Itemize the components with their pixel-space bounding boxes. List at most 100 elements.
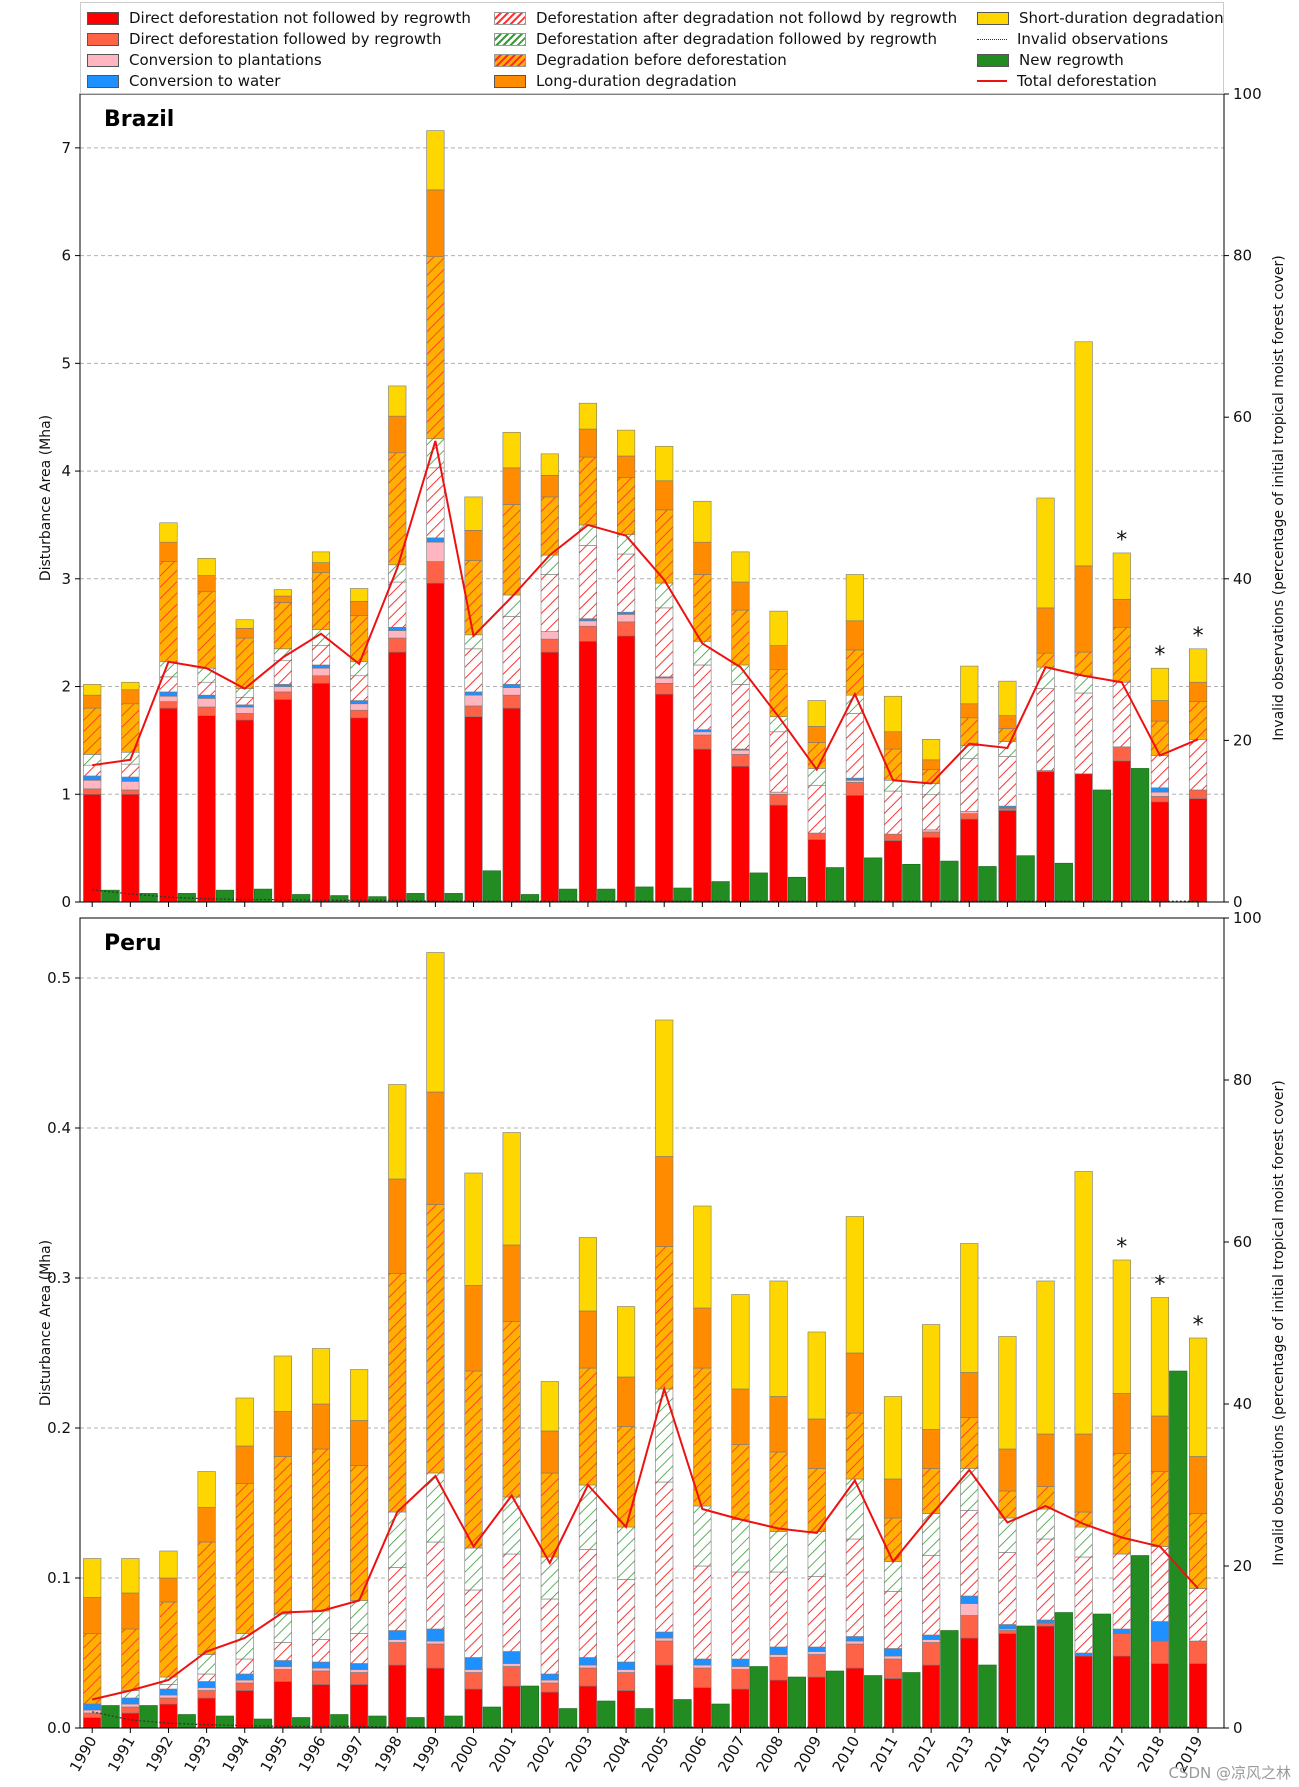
bar-segment-direct_r [655, 1640, 674, 1666]
bar-segment-long_deg [807, 726, 826, 743]
bar-segment-direct_nr [159, 707, 178, 903]
x-tick-label: 2008 [752, 1733, 787, 1775]
bar-segment-direct_nr [159, 1703, 178, 1729]
y-right-tick-label: 100 [1233, 85, 1262, 103]
bar-segment-direct_r [83, 788, 102, 795]
regrowth-bar [978, 1664, 997, 1729]
bar-segment-plant [693, 731, 712, 736]
x-tick-label: 1993 [180, 1733, 215, 1775]
bar-segment-direct_r [1188, 789, 1208, 799]
bar-segment-direct_nr [1188, 1663, 1208, 1729]
x-tick-label: 1992 [142, 1733, 177, 1775]
regrowth-bar [864, 857, 883, 903]
bar-segment-dad_r [655, 1388, 674, 1483]
bar-segment-long_deg [1074, 565, 1093, 653]
bar-segment-short_deg [845, 574, 864, 622]
legend-swatch [977, 53, 1009, 67]
bar-segment-long_deg [311, 1403, 331, 1450]
x-tick-label: 2012 [905, 1733, 940, 1775]
bar-segment-direct_r [197, 1690, 216, 1699]
bar-segment-direct_nr [616, 1690, 636, 1729]
bar-segment-long_deg [350, 601, 369, 616]
regrowth-bar [597, 1700, 616, 1729]
bar-segment-direct_nr [388, 651, 407, 903]
panel-title: Peru [104, 931, 162, 956]
bar-segment-dad_nr [1150, 1546, 1170, 1622]
bar-segment-direct_nr [83, 793, 102, 903]
y-tick-label: 6 [61, 247, 71, 265]
bar-segment-dad_r [311, 1610, 331, 1640]
bar-segment-water [693, 1658, 712, 1666]
legend-label: New regrowth [1019, 51, 1124, 69]
bar-segment-long_deg [350, 1420, 369, 1466]
bar-segment-direct_nr [769, 1679, 788, 1729]
legend-line [977, 80, 1007, 82]
bar-segment-short_deg [426, 952, 445, 1093]
bar-segment-direct_r [426, 561, 445, 584]
bar-segment-plant [83, 779, 102, 790]
y-axis-label: Disturbance Area (Mha) [38, 415, 54, 581]
bar-segment-direct_nr [502, 1685, 521, 1729]
bar-segment-direct_r [159, 1697, 178, 1705]
legend-swatch [87, 32, 119, 46]
bar-segment-dad_nr [922, 1555, 941, 1636]
bar-segment-plant [769, 1654, 788, 1658]
bar-segment-plant [121, 1703, 140, 1708]
bar-segment-dad_nr [845, 713, 864, 779]
bar-segment-short_deg [83, 684, 102, 696]
bar-segment-long_deg [845, 620, 864, 651]
bar-segment-dad_r [540, 554, 559, 575]
bar-segment-direct_r [502, 694, 521, 709]
bar-segment-short_deg [1036, 1280, 1055, 1435]
bar-segment-direct_nr [502, 707, 521, 903]
bar-segment-water [693, 729, 712, 733]
legend-label: Short-duration degradation [1019, 9, 1224, 27]
bar-segment-short_deg [998, 680, 1017, 716]
bar-segment-dad_nr [464, 648, 483, 693]
bar-segment-water [311, 1661, 331, 1669]
bar-segment-dad_nr [388, 1567, 407, 1631]
bar-segment-direct_r [578, 1667, 598, 1687]
bar-segment-direct_nr [998, 1633, 1017, 1729]
bar-segment-water [121, 776, 140, 782]
legend-line [977, 38, 1007, 40]
bar-segment-short_deg [578, 1237, 598, 1312]
bar-segment-plant [273, 686, 292, 693]
bar-segment-long_deg [578, 428, 598, 458]
bar-segment-direct_r [731, 1669, 750, 1690]
bar-segment-short_deg [655, 1019, 674, 1157]
bar-segment-plant [83, 1709, 102, 1714]
bar-segment-direct_nr [426, 1667, 445, 1729]
bar-segment-direct_nr [1074, 1655, 1093, 1729]
bar-segment-plant [464, 694, 483, 707]
bar-segment-short_deg [540, 453, 559, 476]
regrowth-bar [635, 1708, 654, 1729]
bar-segment-dad_r [693, 640, 712, 666]
bar-segment-deg_bef [350, 615, 369, 663]
bar-segment-direct_nr [350, 1684, 369, 1729]
bar-segment-plant [807, 1651, 826, 1655]
bar-segment-short_deg [1188, 1337, 1208, 1457]
bar-segment-direct_nr [464, 716, 483, 903]
regrowth-bar [292, 894, 311, 903]
y-tick-label: 5 [61, 354, 71, 372]
legend-label: Deforestation after degradation not foll… [536, 9, 958, 27]
bar-segment-water [1074, 1652, 1093, 1657]
bar-segment-short_deg [578, 402, 598, 430]
bar-segment-long_deg [845, 1352, 864, 1414]
legend-label: Invalid observations [1017, 30, 1169, 48]
bar-segment-long_deg [311, 562, 331, 573]
regrowth-bar [597, 888, 616, 903]
bar-segment-deg_bef [1188, 1513, 1208, 1589]
bar-segment-plant [1150, 791, 1170, 797]
bar-segment-deg_bef [960, 1417, 979, 1469]
brazil-panel: 0 1 2 3 4 5 6 7 0 20 40 60 80 100 * * * Brazil Disturbance… [38, 85, 1287, 911]
bar-segment-direct_r [540, 1682, 559, 1693]
x-tick-label: 2002 [524, 1733, 559, 1775]
bar-segment-short_deg [159, 522, 178, 543]
bar-segment-long_deg [1112, 598, 1131, 628]
bar-segment-direct_r [655, 683, 674, 695]
regrowth-bar [711, 881, 730, 903]
bar-segment-direct_nr [464, 1688, 483, 1729]
